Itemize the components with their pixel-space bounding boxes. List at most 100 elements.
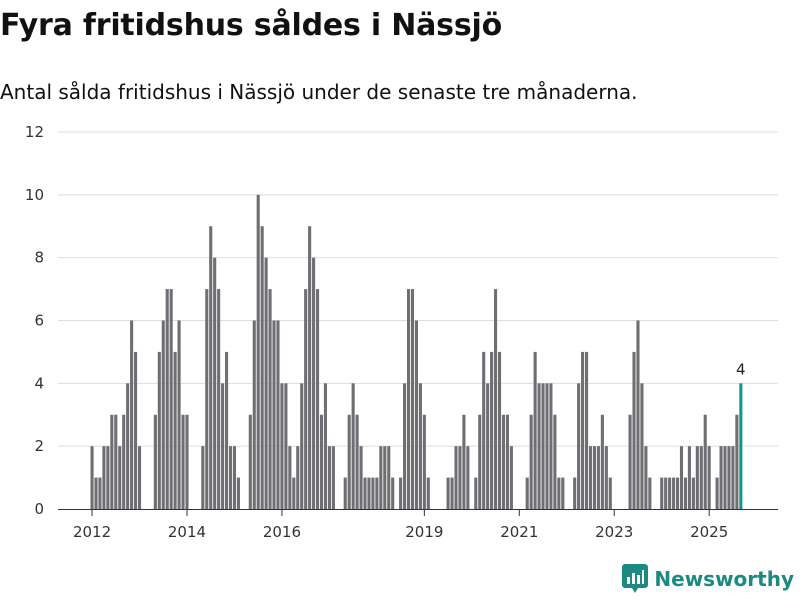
bar <box>371 477 375 509</box>
bar <box>118 446 122 509</box>
bar <box>248 414 252 509</box>
bar <box>577 383 581 509</box>
bar <box>533 351 537 509</box>
bar <box>252 320 256 509</box>
bar <box>426 477 430 509</box>
bar <box>735 414 739 509</box>
bar <box>225 351 229 509</box>
bar <box>300 383 304 509</box>
y-tick-label: 2 <box>34 437 44 455</box>
bar <box>490 351 494 509</box>
bar <box>157 351 161 509</box>
y-tick-label: 0 <box>34 500 44 518</box>
bar <box>561 477 565 509</box>
newsworthy-logo: Newsworthy <box>622 564 794 594</box>
x-tick-label: 2016 <box>263 523 301 541</box>
bar <box>628 414 632 509</box>
bar <box>315 289 320 509</box>
highlight-bar <box>739 383 743 509</box>
bar <box>256 194 260 510</box>
bar <box>573 477 577 509</box>
bar <box>608 477 612 509</box>
bar <box>679 446 684 509</box>
bar <box>308 226 312 509</box>
bar <box>284 383 288 509</box>
bar <box>375 477 379 509</box>
bar <box>228 446 233 509</box>
bar <box>592 446 597 509</box>
bar <box>260 226 264 509</box>
x-tick-label: 2014 <box>168 523 206 541</box>
bar <box>276 320 280 509</box>
bar <box>331 446 335 509</box>
bar <box>355 414 359 509</box>
y-tick-label: 4 <box>34 374 44 392</box>
bar <box>327 446 331 509</box>
bar <box>347 414 351 509</box>
bar <box>497 351 502 509</box>
bar <box>205 289 209 509</box>
bar <box>304 289 308 509</box>
bar <box>363 477 367 509</box>
x-tick-label: 2021 <box>500 523 538 541</box>
bar <box>719 446 723 509</box>
bar <box>525 477 529 509</box>
bar <box>153 414 157 509</box>
bar <box>126 383 130 509</box>
bar <box>581 351 585 509</box>
bar <box>648 477 652 509</box>
bar <box>391 477 395 509</box>
bar <box>367 477 371 509</box>
bar <box>383 446 387 509</box>
bar <box>406 289 411 509</box>
bar <box>312 257 316 509</box>
bar <box>414 320 418 509</box>
bar <box>418 383 422 509</box>
y-axis: 0 2 4 6 8 10 12 <box>25 123 44 518</box>
x-tick-label: 2023 <box>595 523 633 541</box>
bar <box>110 414 114 509</box>
bar <box>672 477 676 509</box>
bar <box>545 383 549 509</box>
bar <box>636 320 640 509</box>
bar <box>553 414 557 509</box>
bar <box>660 477 664 509</box>
bar <box>185 414 189 509</box>
data-label: 4 <box>736 360 746 378</box>
bar <box>529 414 533 509</box>
bar <box>494 289 498 509</box>
bar <box>264 257 268 509</box>
y-tick-label: 12 <box>25 123 44 141</box>
bar <box>319 414 324 509</box>
bar <box>715 477 719 509</box>
bar <box>217 289 221 509</box>
bar <box>288 446 292 509</box>
bar <box>177 320 181 509</box>
bar <box>173 351 177 509</box>
bar <box>134 351 138 509</box>
x-tick-label: 2019 <box>405 523 443 541</box>
bar <box>272 320 276 509</box>
bar <box>292 477 296 509</box>
bar <box>209 226 213 509</box>
bar <box>102 446 106 509</box>
bar <box>165 289 169 509</box>
bar <box>462 414 466 509</box>
bar <box>181 414 185 509</box>
bar <box>296 446 300 509</box>
bar <box>585 351 589 509</box>
bar <box>731 446 735 509</box>
bar <box>482 351 486 509</box>
bar <box>699 446 703 509</box>
bar <box>707 446 711 509</box>
bar <box>541 383 545 509</box>
bar <box>403 383 407 509</box>
chart-subtitle: Antal sålda fritidshus i Nässjö under de… <box>0 80 638 104</box>
bar <box>379 446 383 509</box>
bar <box>501 414 506 509</box>
bar <box>600 414 604 509</box>
bar <box>703 414 707 509</box>
y-tick-label: 6 <box>34 312 44 330</box>
bar <box>505 414 509 509</box>
